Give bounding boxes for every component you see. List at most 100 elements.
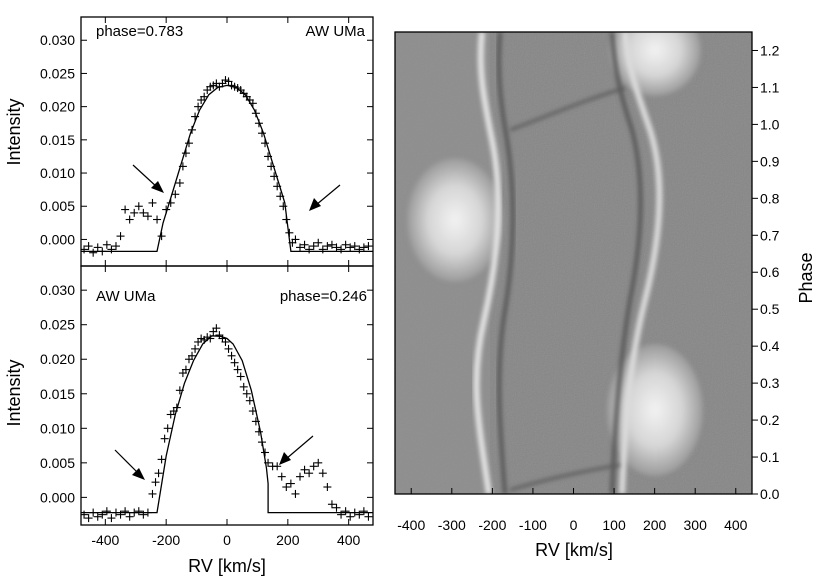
- data-point: [276, 192, 285, 201]
- data-point: [212, 324, 221, 333]
- data-point: [279, 202, 288, 211]
- data-point: [264, 152, 273, 161]
- data-point: [139, 510, 148, 519]
- data-point: [111, 508, 120, 517]
- y-axis-title-bottom: Intensity: [4, 359, 24, 426]
- heatmap-image: [395, 32, 752, 494]
- data-point: [84, 514, 93, 523]
- x-tick-label: -100: [519, 517, 547, 533]
- data-point: [236, 372, 245, 381]
- data-point: [84, 242, 93, 251]
- y-tick-label: 0.000: [40, 489, 75, 505]
- y-tick-label: 0.020: [40, 99, 75, 115]
- y-tick-label: 0.2: [760, 412, 780, 428]
- data-point: [194, 102, 203, 111]
- data-point: [181, 149, 190, 158]
- y-tick-label: 0.005: [40, 198, 75, 214]
- data-point: [206, 334, 215, 343]
- y-tick-label: 0.8: [760, 190, 780, 206]
- fit-curve-top: [81, 84, 373, 253]
- x-tick-label: -400: [91, 532, 119, 548]
- data-point: [257, 438, 266, 447]
- data-point: [107, 514, 116, 523]
- data-point: [254, 119, 263, 128]
- data-point: [143, 212, 152, 221]
- data-point: [134, 507, 143, 516]
- data-point: [261, 448, 270, 457]
- x-tick-label: 0: [223, 532, 231, 548]
- data-point: [257, 129, 266, 138]
- y-tick-label: 0.5: [760, 301, 780, 317]
- dark-trace-right: [610, 32, 643, 494]
- arrow-right-bottom: [279, 435, 314, 465]
- data-point: [107, 245, 116, 254]
- data-point: [245, 396, 254, 405]
- data-point: [172, 403, 181, 412]
- x-tick-label: 100: [602, 517, 626, 533]
- fit-curve-bottom: [81, 335, 373, 514]
- data-point: [300, 465, 309, 474]
- data-point: [309, 242, 318, 251]
- data-point: [98, 510, 107, 519]
- data-point: [327, 240, 336, 249]
- x-tick-label: 0: [570, 517, 578, 533]
- y-tick-label: 0.6: [760, 264, 780, 280]
- data-point: [350, 242, 359, 251]
- data-point: [300, 240, 309, 249]
- x-tick-label: 400: [337, 532, 361, 548]
- x-tick-label: -200: [152, 532, 180, 548]
- x-tick-label: 300: [684, 517, 708, 533]
- data-point: [89, 508, 98, 517]
- data-point: [337, 245, 346, 254]
- dark-crossing-upper: [509, 86, 626, 132]
- data-point: [359, 243, 368, 252]
- data-point: [305, 469, 314, 478]
- x-axis-ticks-bottom: -400 -200 0 200 400: [91, 266, 361, 548]
- data-point: [327, 500, 336, 509]
- trailed-spectrogram-panel: -400 -300 -200 -100 0 100 200 300 400 0.00.10.20…: [394, 31, 816, 560]
- data-point: [171, 190, 180, 199]
- data-point: [332, 243, 341, 252]
- data-point: [143, 508, 152, 517]
- y-tick-label: 0.1: [760, 449, 780, 465]
- fit-line: [81, 335, 373, 514]
- y-tick-label: 0.000: [40, 231, 75, 247]
- y-tick-label: 1.2: [760, 42, 780, 58]
- data-point: [184, 139, 193, 148]
- y-axis-ticks-heatmap: 0.0 0.1 0.2 0.3 0.4 0.5 0.6 0.7 0.8 0.9 1.0 1.1 1.2: [752, 42, 780, 502]
- phase-annotation-top: phase=0.783: [96, 23, 183, 40]
- data-point: [175, 179, 184, 187]
- data-point: [355, 510, 364, 519]
- arrow-left-top: [132, 164, 164, 193]
- data-point: [200, 92, 209, 101]
- x-axis-title-heatmap: RV [km/s]: [535, 540, 613, 560]
- y-tick-label: 0.025: [40, 65, 75, 81]
- data-point: [242, 389, 251, 398]
- star-label-top: AW UMa: [306, 23, 366, 40]
- data-point: [153, 215, 162, 224]
- data-point: [162, 205, 171, 214]
- data-point: [188, 351, 197, 360]
- data-point: [296, 243, 304, 252]
- data-point: [332, 503, 341, 512]
- y-tick-label: 1.0: [760, 116, 780, 132]
- data-point: [93, 243, 102, 252]
- data-point: [296, 472, 304, 481]
- data-point: [239, 382, 248, 391]
- y-tick-label: 0.015: [40, 132, 75, 148]
- data-point: [130, 208, 139, 217]
- y-axis-title-heatmap: Phase: [796, 252, 816, 303]
- data-point: [163, 424, 172, 433]
- data-point: [251, 417, 260, 426]
- data-point: [224, 344, 233, 353]
- data-point: [248, 407, 257, 416]
- y-axis-title-top: Intensity: [4, 98, 24, 165]
- data-point: [318, 469, 327, 478]
- bright-trace-right: [619, 32, 663, 494]
- data-point: [221, 337, 230, 346]
- arrow-left-bottom: [114, 449, 145, 480]
- data-point: [98, 247, 107, 256]
- data-point: [285, 228, 294, 237]
- data-point: [154, 469, 163, 478]
